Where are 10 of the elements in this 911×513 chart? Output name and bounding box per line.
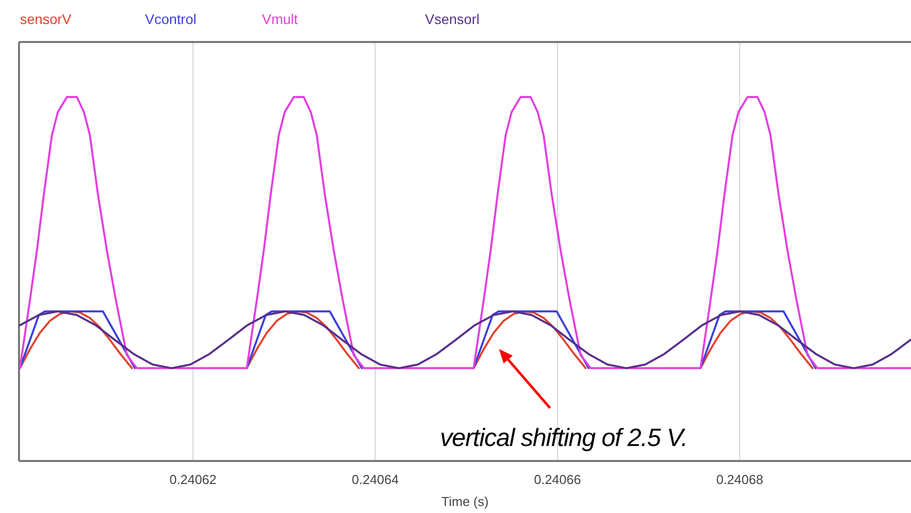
x-tick-label: 0.24064: [352, 472, 399, 488]
text: Vcontrol: [145, 11, 196, 27]
text: sensorV: [20, 11, 72, 27]
text: Vmult: [262, 11, 298, 27]
x-tick-label: 0.24068: [716, 472, 764, 488]
x-tick-label: 0.24062: [170, 472, 217, 488]
annotation: vertical shifting of 2.5 V.: [440, 424, 688, 452]
x-tick-label: 0.24066: [534, 472, 581, 488]
x-axis-title: Time (s): [441, 494, 489, 509]
text: Vsensorl: [425, 11, 480, 27]
